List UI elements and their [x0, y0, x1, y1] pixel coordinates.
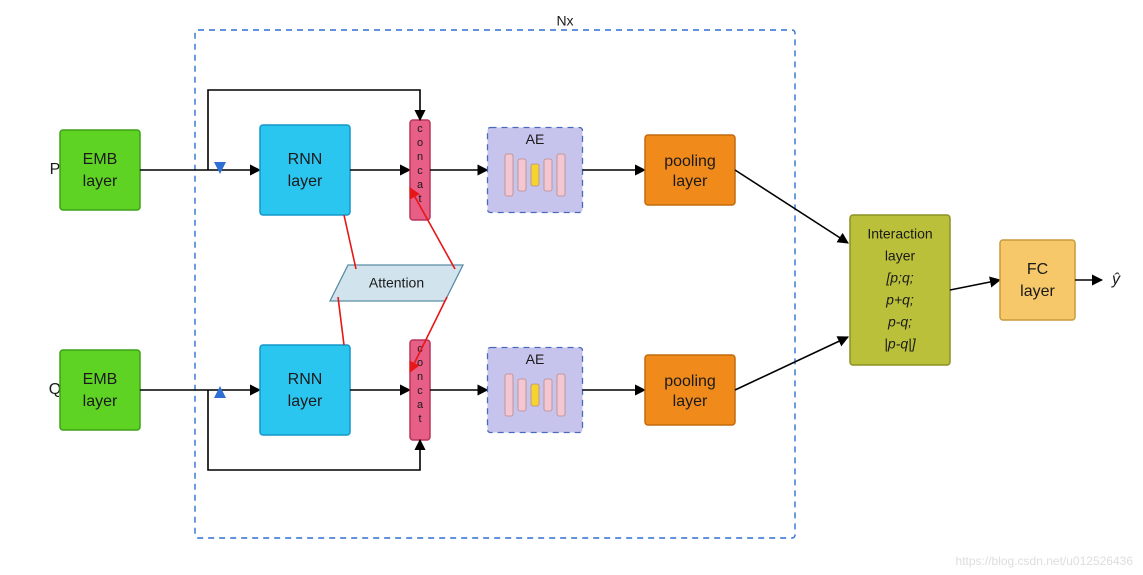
p-pool-l1: pooling	[664, 153, 716, 170]
edge-rnnQ-attention	[338, 297, 344, 345]
p-rnn-label1: RNN	[288, 151, 323, 168]
p-concat-ch4: a	[417, 179, 424, 191]
p-input-label: P	[50, 161, 61, 178]
architecture-diagram: NxPEMBlayerRNNlayerconcatAEpoolinglayerQ…	[0, 0, 1143, 575]
edge-poolP-inter	[735, 170, 848, 243]
p-concat-ch1: o	[417, 137, 423, 149]
p-ae-bar4	[544, 159, 552, 191]
interaction-l1: layer	[885, 248, 916, 264]
p-ae-bar5	[557, 154, 565, 196]
interaction-l4: p-q;	[887, 314, 912, 330]
p-concat-ch2: n	[417, 151, 423, 163]
edge-inter-fc	[950, 280, 1000, 290]
q-ae-label: AE	[526, 351, 545, 367]
fc-l1: FC	[1027, 261, 1048, 278]
q-emb-label1: EMB	[83, 371, 118, 388]
attention-label: Attention	[369, 275, 424, 291]
p-emb-label1: EMB	[83, 151, 118, 168]
q-emb-label2: layer	[83, 393, 118, 410]
feedback-marker	[214, 386, 226, 398]
p-concat-ch0: c	[417, 123, 423, 135]
q-concat-ch4: a	[417, 399, 424, 411]
p-emb-label2: layer	[83, 173, 118, 190]
q-ae-bar3	[531, 384, 539, 406]
p-ae-bar1	[505, 154, 513, 196]
p-pool-l2: layer	[673, 173, 708, 190]
edge-attention-concatP	[410, 188, 455, 269]
q-pool-l2: layer	[673, 393, 708, 410]
q-rnn-label1: RNN	[288, 371, 323, 388]
output-label: ŷ	[1111, 271, 1121, 288]
q-rnn-layer	[260, 345, 350, 435]
p-ae-label: AE	[526, 131, 545, 147]
q-ae-bar1	[505, 374, 513, 416]
watermark: https://blog.csdn.net/u012526436	[956, 554, 1134, 568]
fc-l2: layer	[1020, 283, 1055, 300]
q-ae-bar5	[557, 374, 565, 416]
q-concat-ch1: o	[417, 357, 423, 369]
p-rnn-layer	[260, 125, 350, 215]
feedback-marker	[214, 162, 226, 174]
edge-rnnP-attention	[344, 215, 356, 269]
p-emb-layer	[60, 130, 140, 210]
p-ae-bar2	[518, 159, 526, 191]
q-pool-l1: pooling	[664, 373, 716, 390]
q-concat-ch2: n	[417, 371, 423, 383]
interaction-l5: |p-q|]	[884, 336, 917, 352]
q-ae-bar2	[518, 379, 526, 411]
nx-label: Nx	[556, 13, 573, 29]
edge-poolQ-inter	[735, 337, 848, 390]
p-concat-ch3: c	[417, 165, 423, 177]
q-concat-ch3: c	[417, 385, 423, 397]
fc-layer	[1000, 240, 1075, 320]
q-concat-ch0: c	[417, 343, 423, 355]
interaction-l0: Interaction	[867, 226, 932, 242]
q-emb-layer	[60, 350, 140, 430]
nx-repeat-box	[195, 30, 795, 538]
interaction-l2: [p;q;	[885, 270, 913, 286]
q-ae-bar4	[544, 379, 552, 411]
p-ae-bar3	[531, 164, 539, 186]
p-rnn-label2: layer	[288, 173, 323, 190]
q-rnn-label2: layer	[288, 393, 323, 410]
q-concat-ch5: t	[418, 413, 421, 425]
interaction-l3: p+q;	[885, 292, 914, 308]
